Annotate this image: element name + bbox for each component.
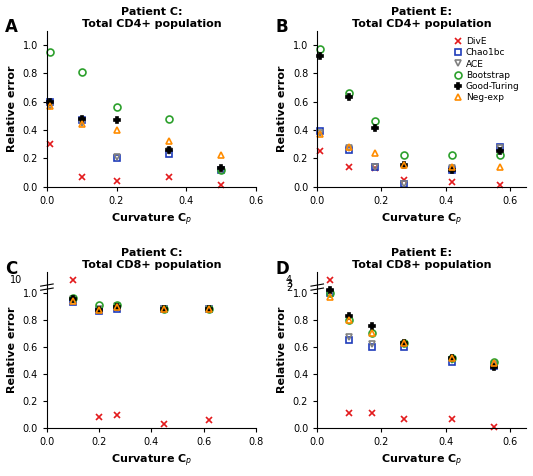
Text: C: C bbox=[5, 260, 18, 278]
Title: Patient E:
Total CD8+ population: Patient E: Total CD8+ population bbox=[352, 248, 491, 270]
Text: 2: 2 bbox=[286, 283, 292, 293]
Title: Patient E:
Total CD4+ population: Patient E: Total CD4+ population bbox=[352, 7, 491, 29]
X-axis label: Curvature C$_p$: Curvature C$_p$ bbox=[111, 211, 192, 228]
X-axis label: Curvature C$_p$: Curvature C$_p$ bbox=[381, 453, 462, 469]
X-axis label: Curvature C$_p$: Curvature C$_p$ bbox=[381, 211, 462, 228]
Legend: DivE, Chao1bc, ACE, Bootstrap, Good-Turing, Neg-exp: DivE, Chao1bc, ACE, Bootstrap, Good-Turi… bbox=[451, 35, 522, 104]
Title: Patient C:
Total CD4+ population: Patient C: Total CD4+ population bbox=[82, 7, 221, 29]
Y-axis label: Relative error: Relative error bbox=[277, 307, 287, 393]
Text: 10: 10 bbox=[10, 275, 22, 285]
Y-axis label: Relative error: Relative error bbox=[277, 65, 287, 152]
Y-axis label: Relative error: Relative error bbox=[7, 65, 17, 152]
Text: 4: 4 bbox=[286, 275, 292, 285]
Text: 3: 3 bbox=[286, 279, 292, 289]
Title: Patient C:
Total CD8+ population: Patient C: Total CD8+ population bbox=[82, 248, 221, 270]
Text: B: B bbox=[276, 18, 288, 36]
Text: D: D bbox=[276, 260, 289, 278]
Text: A: A bbox=[5, 18, 18, 36]
X-axis label: Curvature C$_p$: Curvature C$_p$ bbox=[111, 453, 192, 469]
Y-axis label: Relative error: Relative error bbox=[7, 307, 17, 393]
